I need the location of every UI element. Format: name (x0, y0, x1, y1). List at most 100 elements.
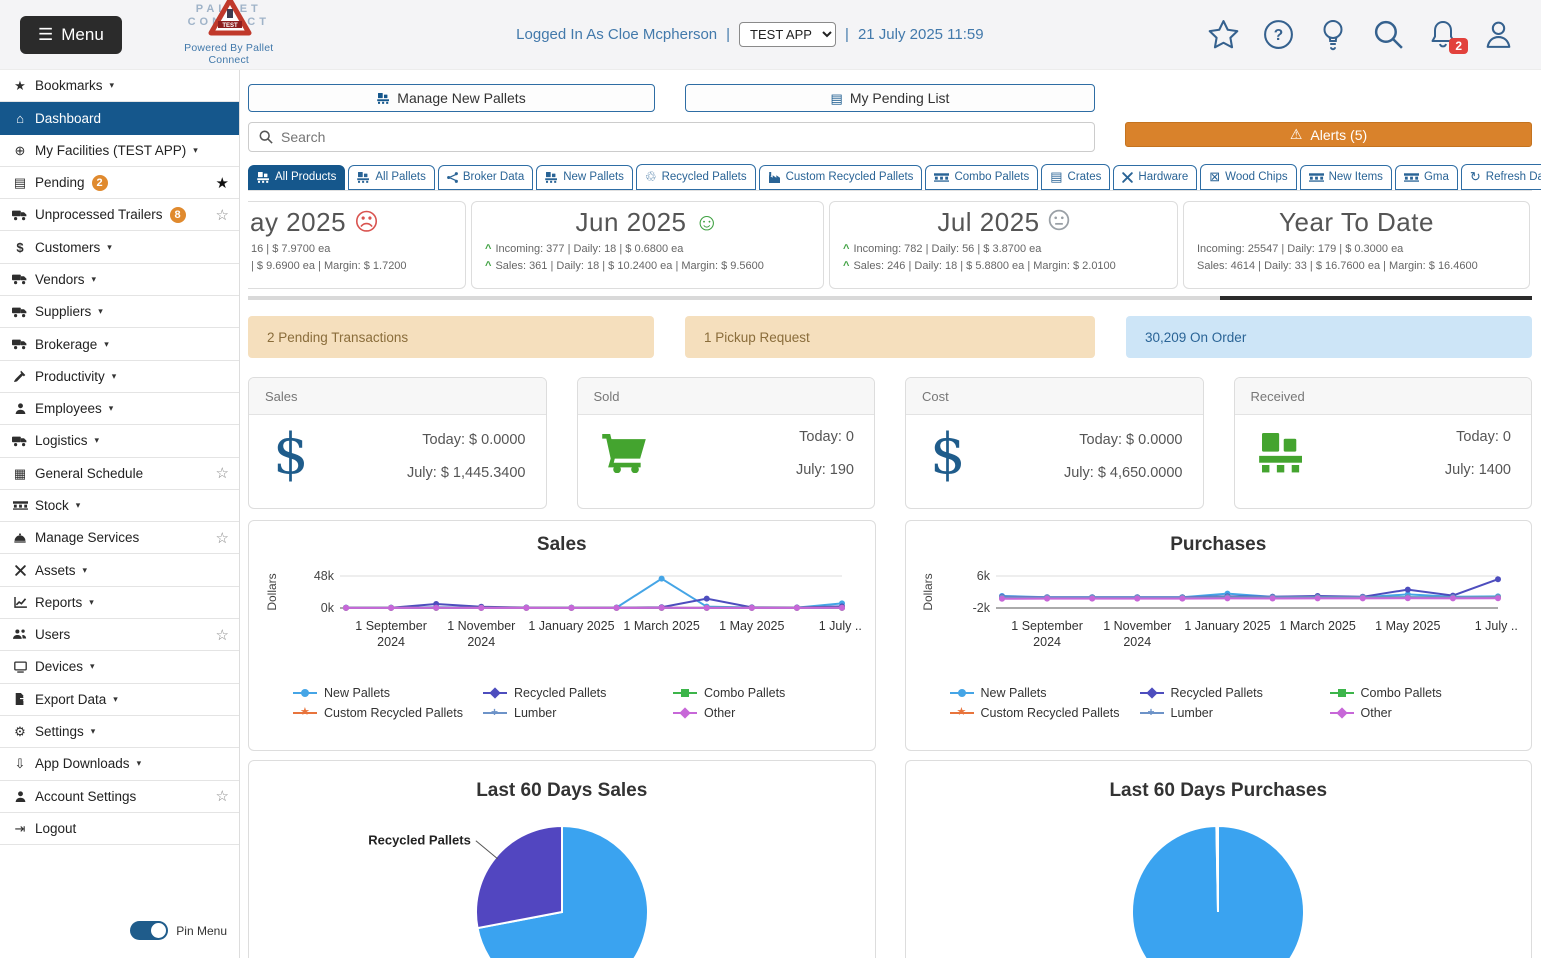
favorite-star-icon[interactable]: ☆ (215, 465, 229, 483)
search-input[interactable] (281, 129, 1084, 145)
period-scrollbar-thumb[interactable] (1220, 296, 1532, 300)
sidebar-item-assets[interactable]: Assets ▾ (0, 554, 239, 587)
sidebar-item-dashboard[interactable]: ⌂ Dashboard (0, 102, 239, 135)
alert-banners-row: 2 Pending Transactions 1 Pickup Request 30… (248, 316, 1532, 358)
legend-marker (1329, 707, 1354, 719)
star-icon: ★ (14, 78, 26, 94)
sidebar-item-my-facilities-test-app[interactable]: ⊕ My Facilities (TEST APP) ▾ (0, 135, 239, 167)
stat-card-sales: Sales $ Today: $ 0.0000 July: $ 1,445.3400 (248, 377, 547, 509)
sidebar-item-reports[interactable]: Reports ▾ (0, 587, 239, 620)
manage-new-pallets-button[interactable]: Manage New Pallets (248, 84, 655, 112)
sidebar-item-pending[interactable]: ▤ Pending 2 ★ (0, 167, 239, 200)
user-profile-icon[interactable] (1481, 18, 1515, 52)
sidebar-item-brokerage[interactable]: Brokerage ▾ (0, 328, 239, 361)
datetime-label: 21 July 2025 11:59 (857, 26, 984, 43)
pallet-flat-icon (10, 501, 30, 510)
tools-icon (10, 564, 30, 576)
svg-text:1 May 2025: 1 May 2025 (719, 619, 784, 633)
legend-marker (483, 687, 507, 699)
tab-crates[interactable]: ▤ Crates (1041, 164, 1111, 190)
tab-new-items[interactable]: New Items (1299, 165, 1392, 190)
last-60-days-sales-pie: Recycled Pallets (249, 806, 875, 958)
tab-gma[interactable]: Gma (1394, 165, 1458, 190)
sidebar-item-users[interactable]: Users ☆ (0, 619, 239, 652)
mood-happy-icon: ☺ (694, 208, 720, 236)
sidebar-item-logistics[interactable]: Logistics ▾ (0, 425, 239, 458)
sidebar-item-logout[interactable]: ⇥ Logout (0, 813, 239, 846)
tips-lightbulb-icon[interactable] (1316, 18, 1350, 52)
tab-custom-recycled-pallets[interactable]: Custom Recycled Pallets (758, 165, 923, 190)
pin-menu-toggle[interactable] (130, 921, 169, 940)
tab-broker-data[interactable]: Broker Data (437, 165, 534, 190)
sidebar-item-general-schedule[interactable]: ▦ General Schedule ☆ (0, 458, 239, 490)
notifications-bell-icon[interactable]: 2 (1426, 18, 1468, 54)
alerts-button[interactable]: ⚠ Alerts (5) (1125, 122, 1532, 147)
crate-icon: ▤ (1050, 169, 1063, 184)
sidebar-item-settings[interactable]: ⚙ Settings ▾ (0, 716, 239, 749)
banner-1-pickup-request[interactable]: 1 Pickup Request (685, 316, 1095, 358)
sidebar-item-customers[interactable]: $ Customers ▾ (0, 231, 239, 264)
monitor-icon (10, 661, 30, 673)
tab-wood-chips[interactable]: ⊠ Wood Chips (1200, 164, 1297, 190)
tab-all-pallets[interactable]: All Pallets (348, 165, 435, 190)
sidebar-item-app-downloads[interactable]: ⇩ App Downloads ▾ (0, 748, 239, 781)
truck-icon (10, 306, 30, 318)
users-icon (10, 629, 30, 640)
svg-text:1 July ...: 1 July ... (818, 619, 861, 633)
chevron-down-icon: ▾ (104, 338, 109, 349)
last-60-days-purchases-pie (906, 806, 1532, 958)
search-field[interactable] (248, 122, 1095, 152)
download-icon: ⇩ (14, 756, 26, 772)
tab-combo-pallets[interactable]: Combo Pallets (925, 165, 1039, 190)
legend-marker (293, 687, 317, 699)
favorite-star-icon[interactable]: ☆ (215, 529, 229, 547)
chevron-down-icon: ▾ (82, 564, 88, 575)
sidebar-item-manage-services[interactable]: Manage Services ☆ (0, 522, 239, 555)
tab-new-pallets[interactable]: New Pallets (536, 165, 633, 190)
favorite-star-icon[interactable]: ☆ (215, 788, 229, 806)
tab-recycled-pallets[interactable]: ♲ Recycled Pallets (635, 164, 756, 190)
chart-icon (10, 596, 30, 608)
topbar: ☰ Menu PALLETCONNECT TEST Powered By Pal… (0, 0, 1541, 70)
recycle-icon: ♲ (644, 169, 657, 184)
sidebar-item-productivity[interactable]: Productivity ▾ (0, 361, 239, 393)
tab-all-products[interactable]: All Products (248, 165, 346, 190)
period-scrollbar (248, 296, 1532, 300)
svg-text:1 November: 1 November (1103, 619, 1171, 633)
hamburger-icon: ☰ (38, 24, 54, 44)
sidebar-item-account-settings[interactable]: Account Settings ☆ (0, 781, 239, 813)
sidebar-item-stock[interactable]: Stock ▾ (0, 490, 239, 523)
tab-hardware[interactable]: Hardware (1113, 165, 1198, 190)
sidebar-item-bookmarks[interactable]: ★ Bookmarks ▾ (0, 70, 239, 103)
favorite-star-icon[interactable]: ☆ (215, 206, 229, 224)
legend-marker (673, 707, 697, 719)
sidebar-item-suppliers[interactable]: Suppliers ▾ (0, 296, 239, 329)
mood-sad-icon: ☹ (354, 209, 380, 236)
chart-title: Last 60 Days Sales (476, 780, 648, 801)
sidebar-item-export-data[interactable]: Export Data ▾ (0, 684, 239, 716)
app-select[interactable]: TEST APP (739, 22, 837, 47)
search-icon[interactable] (1371, 18, 1405, 52)
sidebar-item-employees[interactable]: Employees ▾ (0, 393, 239, 426)
notification-count-badge: 2 (1449, 37, 1468, 54)
sidebar-item-devices[interactable]: Devices ▾ (0, 651, 239, 684)
svg-text:1 March 2025: 1 March 2025 (623, 619, 699, 633)
favorites-star-icon[interactable] (1206, 18, 1240, 52)
help-icon[interactable]: ? (1261, 18, 1295, 52)
pallet-flat-icon (1403, 172, 1419, 182)
sidebar-item-unprocessed-trailers[interactable]: Unprocessed Trailers 8 ☆ (0, 199, 239, 232)
svg-text:1 July ...: 1 July ... (1475, 619, 1518, 633)
banner-30-209-on-order[interactable]: 30,209 On Order (1126, 316, 1532, 358)
my-pending-list-button[interactable]: ▤ My Pending List (685, 84, 1095, 112)
sales-line-chart: 48k 0k Dollars 1 September 2024 1 November 202… (249, 560, 875, 680)
hammer-icon (10, 370, 30, 383)
svg-text:1 September: 1 September (355, 619, 427, 633)
stat-card-sold: Sold Today: 0 July: 190 (576, 377, 875, 509)
banner-2-pending-transactions[interactable]: 2 Pending Transactions (248, 316, 654, 358)
truck-icon (10, 338, 30, 350)
favorite-star-icon[interactable]: ☆ (215, 626, 229, 644)
tab-refresh-data[interactable]: ↻Refresh Data (1460, 164, 1541, 190)
sidebar-item-vendors[interactable]: Vendors ▾ (0, 264, 239, 297)
favorite-star-icon[interactable]: ★ (215, 174, 229, 192)
menu-button[interactable]: ☰ Menu (20, 15, 122, 54)
